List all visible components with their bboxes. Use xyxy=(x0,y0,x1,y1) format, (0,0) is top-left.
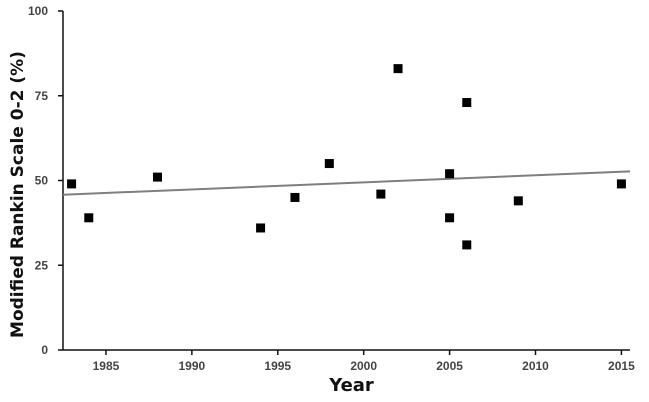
y-axis-ticks: 0 25 50 75 100 xyxy=(28,4,63,357)
axes xyxy=(62,11,630,351)
x-tick-label: 2005 xyxy=(436,359,463,373)
data-point xyxy=(84,213,94,223)
data-point xyxy=(256,223,266,233)
data-point xyxy=(290,192,300,202)
data-point xyxy=(513,196,523,206)
data-point xyxy=(376,189,386,199)
data-point xyxy=(616,179,626,189)
x-tick-label: 1995 xyxy=(264,359,291,373)
data-point xyxy=(67,179,77,189)
trendline xyxy=(62,170,631,196)
x-tick-label: 1990 xyxy=(179,359,206,373)
y-axis-title: Modified Rankin Scale 0-2 (%) xyxy=(8,51,28,338)
trendline-group xyxy=(62,170,631,196)
data-point xyxy=(324,159,334,169)
x-tick-label: 2000 xyxy=(350,359,377,373)
y-tick-label: 100 xyxy=(28,4,48,18)
x-tick-label: 2015 xyxy=(608,359,635,373)
data-point xyxy=(393,64,403,74)
y-tick-label: 25 xyxy=(35,258,49,272)
x-tick-label: 2010 xyxy=(522,359,549,373)
x-axis-ticks: 1985 1990 1995 2000 2005 2010 2015 xyxy=(93,350,635,373)
y-tick-label: 0 xyxy=(41,343,48,357)
data-points xyxy=(67,64,626,250)
data-point xyxy=(462,98,472,108)
data-point xyxy=(462,240,472,250)
y-tick-label: 75 xyxy=(35,89,49,103)
data-point xyxy=(153,172,162,182)
x-tick-label: 1985 xyxy=(93,359,120,373)
data-point xyxy=(445,213,455,223)
data-point xyxy=(445,169,455,179)
x-axis-title: Year xyxy=(328,375,374,396)
y-tick-label: 50 xyxy=(35,174,49,188)
